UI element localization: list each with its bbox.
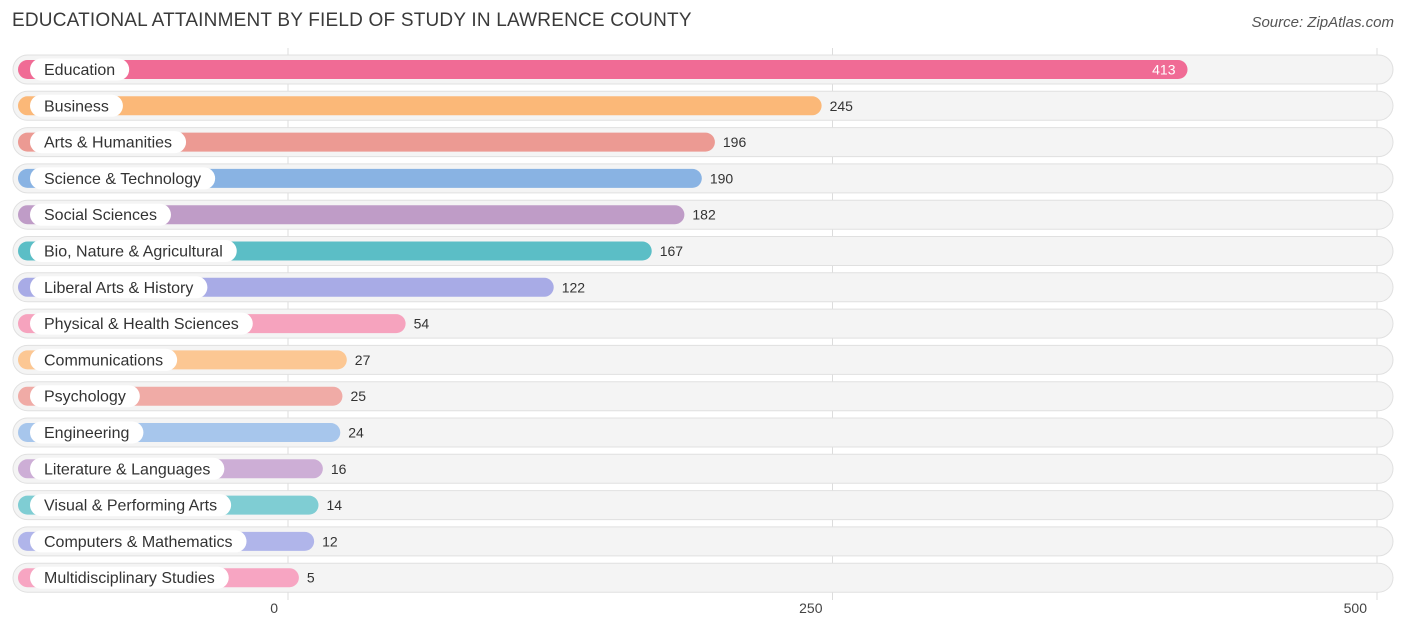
value-label: 14 [326,497,342,513]
bar-track [12,453,1394,484]
x-axis: 0 250 500 [270,600,1367,616]
bar-row: Social Sciences 182 [12,199,1394,230]
category-pill [30,348,178,371]
category-pill [30,566,229,589]
bar-track [12,381,1394,412]
tick-label: 500 [1344,600,1368,616]
category-pill [30,457,225,480]
category-pill [30,385,140,408]
category-label: Engineering [44,425,129,442]
category-label: Computers & Mathematics [44,534,233,551]
bar-row: Science & Technology 190 [12,163,1394,194]
bar-track [12,526,1394,557]
bar-row: Communications 27 [12,344,1394,375]
category-label: Communications [44,352,163,369]
category-label: Multidisciplinary Studies [44,570,215,587]
bar-row: Education 413 [12,54,1394,85]
source-note: Source: ZipAtlas.com [1251,14,1394,31]
bar [18,132,715,152]
category-pill [30,240,237,262]
category-pill [30,276,208,299]
value-label: 167 [660,243,684,259]
value-label: 190 [710,170,734,186]
value-label: 16 [331,461,347,477]
category-label: Education [44,62,115,79]
value-label: 24 [348,425,364,441]
value-label: 27 [355,352,371,368]
bar-row: Computers & Mathematics 12 [12,526,1394,557]
category-pill [30,58,130,81]
category-label: Psychology [44,389,126,406]
bar [18,96,822,116]
category-label: Literature & Languages [44,461,210,478]
bar-row: Bio, Nature & Agricultural 167 [12,236,1394,266]
bar-track [12,562,1394,593]
category-pill [30,421,144,444]
bar-row: Physical & Health Sciences 54 [12,308,1394,339]
value-label: 182 [692,207,716,223]
value-label: 196 [723,134,747,150]
bar-row: Literature & Languages 16 [12,453,1394,484]
bar-row: Visual & Performing Arts 14 [12,490,1394,521]
bar-track [12,344,1394,375]
category-label: Science & Technology [44,171,201,188]
bar [18,205,685,225]
value-label: 5 [307,570,315,586]
bar-row: Arts & Humanities 196 [12,127,1394,158]
bar [18,60,1188,79]
bar-row: Psychology 25 [12,381,1394,412]
category-pill [30,167,216,190]
bar-row: Multidisciplinary Studies 5 [12,562,1394,593]
tick-label: 250 [799,600,823,616]
category-pill [30,203,171,226]
category-label: Business [44,98,109,115]
bar-row: Engineering 24 [12,417,1394,448]
tick-label: 0 [270,600,278,616]
category-pill [30,131,187,154]
category-pill [30,312,253,335]
value-label: 245 [830,98,854,114]
value-label: 54 [414,316,430,332]
category-label: Physical & Health Sciences [44,316,239,333]
value-label: 25 [350,388,366,404]
bar-track [12,417,1394,448]
category-pill [30,94,123,117]
category-pill [30,530,247,553]
chart-title: EDUCATIONAL ATTAINMENT BY FIELD OF STUDY… [12,10,692,31]
value-label: 413 [1152,62,1176,78]
category-pill [30,494,232,517]
bar-row: Business 245 [12,90,1394,121]
category-label: Social Sciences [44,207,157,224]
value-label: 122 [562,279,586,295]
bar-track [12,490,1394,521]
bar-row: Liberal Arts & History 122 [12,272,1394,303]
category-label: Visual & Performing Arts [44,498,217,515]
value-label: 12 [322,533,338,549]
category-label: Arts & Humanities [44,135,172,152]
category-label: Bio, Nature & Agricultural [44,244,223,261]
category-label: Liberal Arts & History [44,280,193,297]
